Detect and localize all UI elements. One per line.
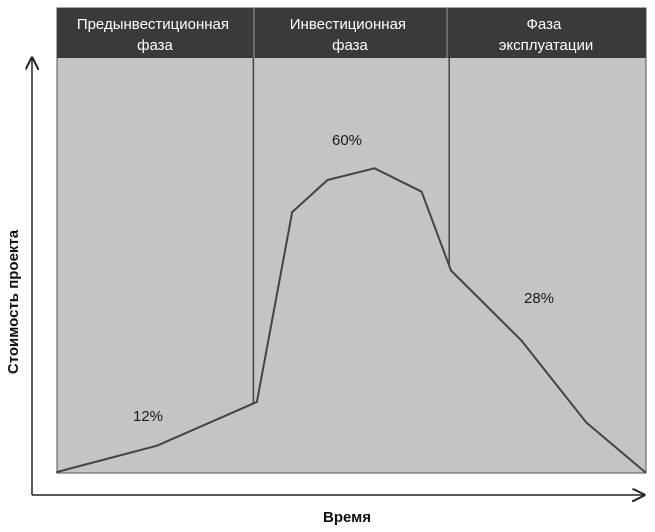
x-axis-label: Время	[323, 509, 371, 526]
phase-header-band	[57, 8, 646, 58]
cost-curve-point	[255, 400, 258, 403]
phase-2-label-line-2: фаза	[332, 37, 368, 54]
cost-curve-point	[420, 190, 423, 193]
phase-3-label: Фаза эксплуатации	[499, 16, 594, 54]
phase-header-3	[447, 8, 646, 58]
phase-3-label-line-1: Фаза	[527, 16, 562, 33]
cost-curve-point	[585, 421, 588, 424]
phase-1-label: Предынвестиционная фаза	[77, 16, 233, 54]
phase-3-label-line-2: эксплуатации	[499, 37, 594, 54]
phase-2-label: Инвестиционная фаза	[290, 16, 410, 54]
cost-curve-point	[373, 167, 376, 170]
cost-curve-points	[56, 167, 646, 473]
phase-2-share-label: 60%	[332, 132, 362, 149]
cost-curve-point	[156, 444, 158, 447]
phase-1-label-line-1: Предынвестиционная	[77, 16, 229, 33]
cost-curve-point	[450, 269, 452, 272]
cost-curve-point	[326, 179, 329, 181]
phase-2-label-line-1: Инвестиционная	[290, 16, 406, 33]
phase-header-2	[254, 8, 447, 58]
cost-curve-point	[56, 471, 58, 473]
cost-curve-point	[520, 339, 523, 342]
y-axis-label: Стоимость проекта	[5, 229, 22, 374]
phase-1-share-label: 12%	[133, 408, 163, 425]
phase-header-1	[57, 8, 254, 58]
cost-curve-point	[644, 471, 646, 473]
phase-3-share-label: 28%	[524, 290, 554, 307]
phase-1-label-line-2: фаза	[137, 37, 173, 54]
plot-background	[56, 7, 647, 474]
cost-curve-point	[291, 211, 294, 214]
